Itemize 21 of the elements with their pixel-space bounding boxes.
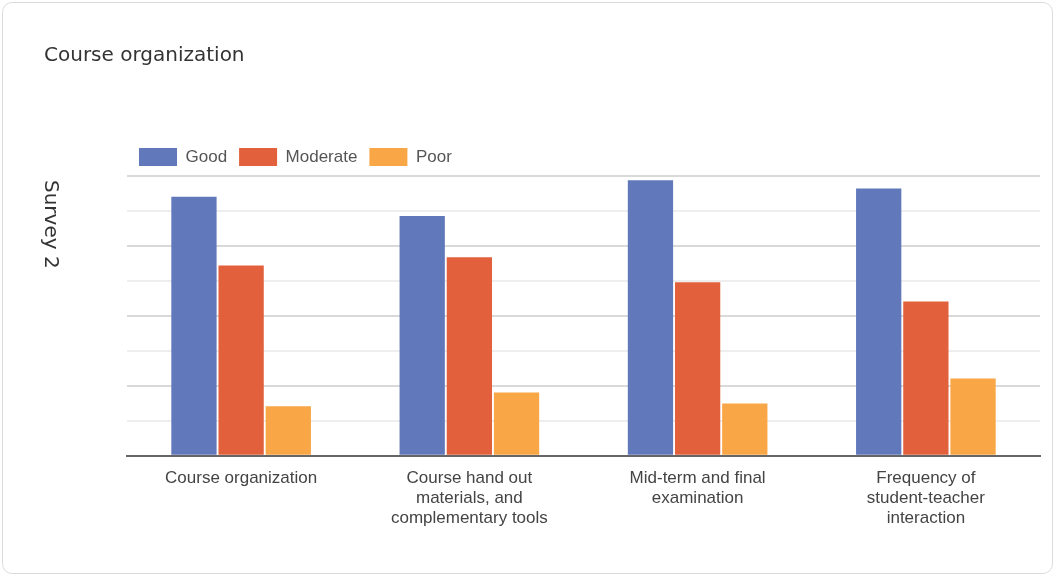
bar [627, 180, 674, 455]
bar [218, 265, 264, 455]
bar [493, 392, 540, 455]
bar [446, 257, 493, 455]
bar [171, 196, 217, 455]
legend-label: Good [185, 146, 228, 166]
bar [674, 282, 721, 455]
x-tick-label: Course hand out materials, and complementary tools [390, 467, 548, 528]
bar [399, 215, 445, 455]
legend-label: Poor [415, 146, 453, 166]
bar [950, 378, 996, 455]
bar [265, 406, 311, 455]
bar [856, 188, 902, 455]
legend-label: Moderate [285, 146, 358, 166]
bar [722, 403, 768, 455]
x-tick-label: Course organization [165, 467, 318, 487]
y-axis-title: Survey 2 [40, 180, 64, 269]
x-tick-label: Frequency of student-teacher interaction [866, 467, 986, 528]
chart-title: Course organization [44, 42, 245, 66]
x-tick-label: Mid-term and final examination [629, 467, 766, 508]
bar [903, 301, 949, 455]
